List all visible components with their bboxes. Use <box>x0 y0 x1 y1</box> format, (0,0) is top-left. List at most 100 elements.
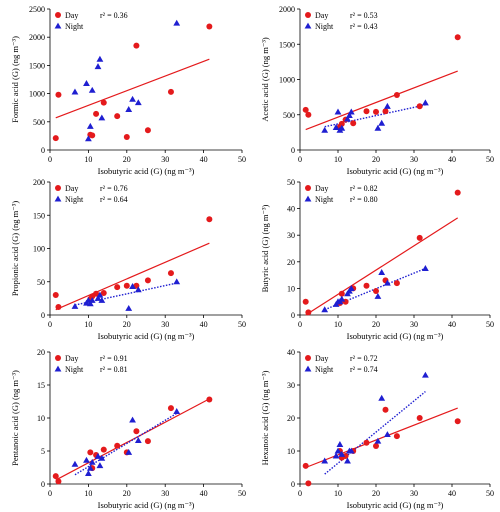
legend-night-marker <box>54 365 62 372</box>
x-tick-label: 40 <box>200 155 208 164</box>
night-fit-line <box>74 412 178 476</box>
night-point <box>83 80 90 86</box>
legend-night-label: Night <box>315 22 334 31</box>
night-point <box>173 408 181 414</box>
x-tick-label: 50 <box>486 320 494 329</box>
night-point <box>344 457 351 464</box>
y-tick-label: 40 <box>287 348 295 357</box>
night-point <box>134 99 142 106</box>
night-point <box>88 296 96 303</box>
y-axis-label: Butyric acid (G) (ng m⁻³) <box>260 204 270 292</box>
chart-panel-3: 0 10 20 30 40 50 0 50 100 150 200 Isobutyric acid (… <box>10 178 246 341</box>
x-tick-label: 50 <box>238 489 246 498</box>
night-point <box>347 108 355 115</box>
day-point <box>55 91 62 98</box>
day-point <box>144 277 151 284</box>
night-point <box>422 371 429 378</box>
y-tick-label: 2500 <box>29 5 45 14</box>
night-point <box>86 300 94 307</box>
day-point <box>363 439 370 446</box>
night-point <box>98 114 106 121</box>
day-point <box>363 108 370 115</box>
legend-night-marker <box>304 22 312 29</box>
night-point <box>94 294 102 301</box>
day-point <box>123 282 130 289</box>
legend-night-label: Night <box>315 195 334 204</box>
day-point <box>55 304 62 311</box>
x-tick-label: 30 <box>161 489 169 498</box>
y-tick-label: 5 <box>41 447 45 456</box>
night-point <box>338 124 346 131</box>
day-point <box>114 284 121 291</box>
x-tick-label: 0 <box>298 320 302 329</box>
night-fit-line <box>324 104 426 128</box>
legend-day-label: Day <box>65 11 78 20</box>
day-point <box>133 42 140 49</box>
night-point <box>374 124 382 131</box>
day-point <box>100 290 107 297</box>
day-point <box>363 282 370 289</box>
legend-night-r2: r² = 0.43 <box>350 22 378 31</box>
y-axis-label: Formic acid (G) (ng m⁻³) <box>10 36 20 123</box>
x-tick-label: 0 <box>48 489 52 498</box>
legend-night-label: Night <box>65 365 84 374</box>
y-axis-label: Propionic acid (G) (ng m⁻³) <box>10 201 20 296</box>
x-tick-label: 10 <box>334 489 342 498</box>
night-point <box>83 456 90 463</box>
y-tick-label: 1500 <box>29 61 45 70</box>
legend-night-marker <box>54 195 62 202</box>
legend-day-marker <box>305 355 311 361</box>
legend-night-r2: r² = 0.80 <box>350 195 378 204</box>
night-point <box>129 283 136 289</box>
day-point <box>167 405 174 412</box>
y-tick-label: 100 <box>33 245 45 254</box>
x-tick-label: 50 <box>486 155 494 164</box>
x-tick-label: 40 <box>448 155 456 164</box>
night-point <box>378 269 386 275</box>
night-point <box>321 306 329 313</box>
night-point <box>71 460 79 467</box>
night-point <box>125 448 133 455</box>
day-point <box>52 292 59 299</box>
day-point <box>454 418 461 425</box>
day-point <box>206 216 213 223</box>
day-fit-line <box>305 70 458 131</box>
x-tick-label: 40 <box>200 320 208 329</box>
night-fit-line <box>74 282 177 306</box>
x-tick-label: 50 <box>486 489 494 498</box>
legend-day-r2: r² = 0.91 <box>100 354 128 363</box>
x-tick-label: 0 <box>298 155 302 164</box>
x-tick-label: 0 <box>298 489 302 498</box>
legend-day-label: Day <box>315 354 328 363</box>
day-point <box>87 449 94 456</box>
x-tick-label: 20 <box>372 155 380 164</box>
day-point <box>133 428 140 435</box>
legend-night-r2: r² = 0.64 <box>100 195 128 204</box>
day-point <box>338 290 345 297</box>
y-axis-label: Hexanoic acid (G) (ng m⁻³) <box>260 370 270 465</box>
night-point <box>129 95 136 102</box>
y-tick-label: 50 <box>37 278 45 287</box>
legend-day-label: Day <box>65 354 78 363</box>
day-point <box>206 396 213 403</box>
x-tick-label: 30 <box>410 155 418 164</box>
night-point <box>347 447 355 454</box>
y-tick-label: 0 <box>41 146 45 155</box>
night-point <box>384 279 391 286</box>
night-point <box>86 122 94 129</box>
night-point <box>94 63 102 70</box>
day-point <box>393 433 400 440</box>
chart-panel-6: 0 10 20 30 40 50 0 10 20 30 40 Isobutyric acid (G) … <box>260 348 494 510</box>
night-point <box>422 265 429 271</box>
night-point <box>384 431 391 438</box>
night-point <box>71 88 79 95</box>
y-tick-label: 15 <box>37 381 45 390</box>
night-point <box>336 441 344 447</box>
day-point <box>55 478 62 485</box>
x-axis-label: Isobutyric acid (G) (ng m⁻³) <box>347 166 444 176</box>
night-point <box>88 458 96 465</box>
legend-day-r2: r² = 0.36 <box>100 11 128 20</box>
day-fit-line <box>55 58 210 119</box>
